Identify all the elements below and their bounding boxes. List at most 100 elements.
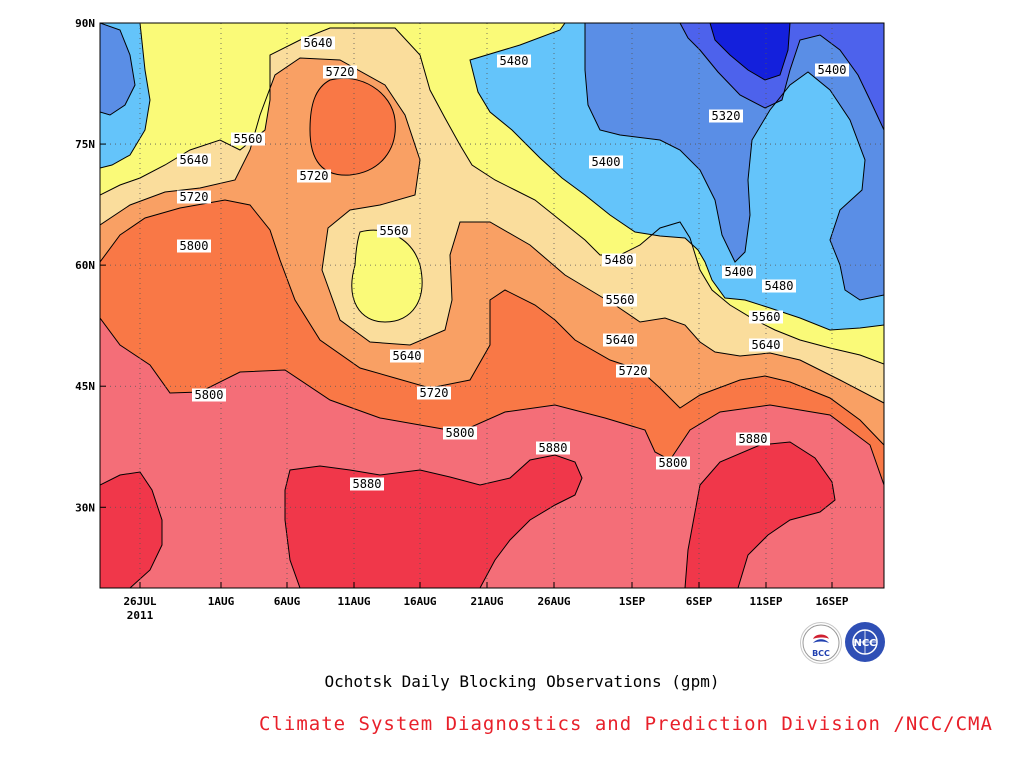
contour-label: 5480	[762, 279, 796, 293]
bcc-logo-label: BCC	[812, 649, 830, 658]
contour-label-bg	[297, 169, 331, 183]
contour-label: 5800	[192, 388, 226, 402]
ncc-logo-icon: NCC	[847, 624, 883, 660]
contour-label-text: 5640	[606, 333, 635, 347]
contour-label-text: 5800	[659, 456, 688, 470]
contour-fills	[100, 23, 884, 588]
contour-label: 5720	[297, 169, 331, 183]
x-tick-label: 16SEP	[815, 595, 848, 608]
contour-label: 5480	[497, 54, 531, 68]
y-tick-label: 75N	[75, 138, 95, 151]
contour-label: 5720	[177, 190, 211, 204]
contour-label: 5400	[815, 63, 849, 77]
x-tick-label: 11AUG	[337, 595, 370, 608]
contour-label-bg	[350, 477, 384, 491]
contour-label-text: 5400	[725, 265, 754, 279]
contour-label-text: 5880	[739, 432, 768, 446]
contour-label-bg	[390, 349, 424, 363]
contour-label-text: 5560	[380, 224, 409, 238]
chart-title: Ochotsk Daily Blocking Observations (gpm…	[324, 672, 720, 691]
contour-label: 5560	[603, 293, 637, 307]
contour-label-bg	[589, 155, 623, 169]
contour-labels: 5640 5720 5480 5560 5640 5720 5400 5320 5400 5720…	[177, 36, 849, 491]
contour-label-text: 5880	[353, 477, 382, 491]
contour-label-bg	[177, 239, 211, 253]
contour-label: 5480	[602, 253, 636, 267]
contour-label: 5640	[177, 153, 211, 167]
contour-label-bg	[603, 293, 637, 307]
contour-label-text: 5720	[619, 364, 648, 378]
x-tick-label: 26JUL	[123, 595, 156, 608]
contour-label-bg	[443, 426, 477, 440]
contour-label-text: 5560	[752, 310, 781, 324]
contour-label-bg	[656, 456, 690, 470]
fill-5800-5880-inner	[310, 78, 396, 176]
contour-label-text: 5400	[592, 155, 621, 169]
ncc-logo: NCC	[845, 622, 885, 662]
contour-label-text: 5560	[606, 293, 635, 307]
contour-label-bg	[417, 386, 451, 400]
contour-label-bg	[749, 310, 783, 324]
x-tick-label: 11SEP	[749, 595, 782, 608]
contour-label-bg	[602, 253, 636, 267]
contour-label: 5880	[536, 441, 570, 455]
contour-label-text: 5720	[300, 169, 329, 183]
plot-frame	[99, 22, 885, 589]
contour-label: 5800	[443, 426, 477, 440]
contour-label-bg	[301, 36, 335, 50]
contour-label-bg	[815, 63, 849, 77]
contour-label: 5560	[749, 310, 783, 324]
contour-label-text: 5640	[393, 349, 422, 363]
contour-label: 5640	[603, 333, 637, 347]
fill-below-5320	[710, 23, 790, 80]
x-axis: 26JUL 1AUG 6AUG 11AUG 16AUG 21AUG 26AUG 1SEP 6SE…	[123, 582, 849, 622]
contour-label-text: 5640	[180, 153, 209, 167]
fill-above-5960-left	[100, 472, 162, 588]
contour-label-text: 5480	[500, 54, 529, 68]
contour-label: 5720	[417, 386, 451, 400]
y-tick-label: 60N	[75, 259, 95, 272]
contour-label-bg	[709, 109, 743, 123]
contour-label-bg	[536, 441, 570, 455]
contour-label-text: 5640	[304, 36, 333, 50]
x-tick-label: 16AUG	[403, 595, 436, 608]
contour-label: 5800	[177, 239, 211, 253]
x-tick-label: 1AUG	[208, 595, 235, 608]
contour-label-text: 5720	[326, 65, 355, 79]
contour-label-bg	[736, 432, 770, 446]
x-tick-label: 6SEP	[686, 595, 713, 608]
y-axis: 90N 75N 60N 45N 30N	[75, 17, 106, 514]
contour-label-bg	[192, 388, 226, 402]
contour-label: 5560	[231, 132, 265, 146]
contour-label-text: 5320	[712, 109, 741, 123]
contour-label-text: 5400	[818, 63, 847, 77]
fill-5400-5480	[585, 23, 884, 300]
contour-label: 5800	[656, 456, 690, 470]
contour-label-text: 5640	[752, 338, 781, 352]
contour-label-bg	[749, 338, 783, 352]
contour-label: 5640	[749, 338, 783, 352]
contour-label-bg	[177, 190, 211, 204]
contour-label: 5320	[709, 109, 743, 123]
contour-label-bg	[722, 265, 756, 279]
contour-label-text: 5800	[195, 388, 224, 402]
contour-label-text: 5480	[605, 253, 634, 267]
fill-above-5960-right	[685, 442, 835, 588]
contour-lines	[100, 23, 884, 588]
y-tick-label: 45N	[75, 380, 95, 393]
contour-label-bg	[231, 132, 265, 146]
contour-label-text: 5800	[180, 239, 209, 253]
y-tick-label: 90N	[75, 17, 95, 30]
ncc-logo-label: NCC	[853, 638, 876, 649]
contour-label-bg	[323, 65, 357, 79]
contour-label-text: 5720	[420, 386, 449, 400]
contour-label-text: 5880	[539, 441, 568, 455]
contour-label-text: 5720	[180, 190, 209, 204]
x-tick-label: 26AUG	[537, 595, 570, 608]
contour-label-bg	[616, 364, 650, 378]
x-tick-label: 1SEP	[619, 595, 646, 608]
contour-label-text: 5560	[234, 132, 263, 146]
contour-label: 5560	[377, 224, 411, 238]
x-tick-label: 21AUG	[470, 595, 503, 608]
